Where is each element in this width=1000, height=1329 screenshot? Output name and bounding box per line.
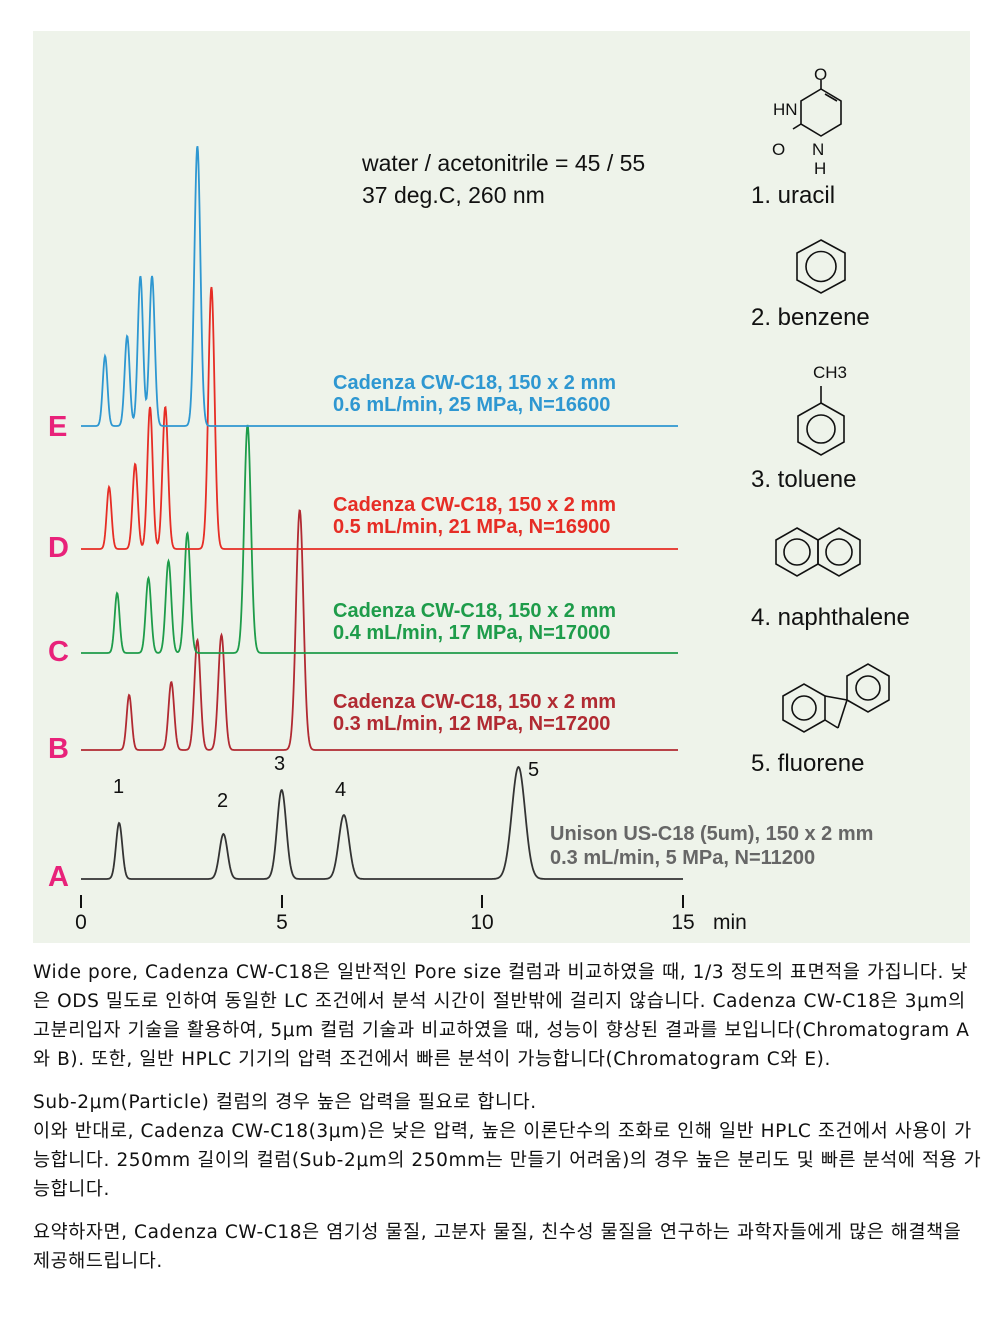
- compound-naphthalene-label: 4. naphthalene: [751, 604, 910, 631]
- trace-label-e: E: [48, 411, 67, 443]
- trace-c-line: [81, 424, 678, 654]
- trace-label-b: B: [48, 733, 69, 765]
- description-text: Wide pore, Cadenza CW-C18은 일반적인 Pore siz…: [33, 958, 983, 1290]
- x-tick-label-15: 15: [671, 911, 694, 934]
- x-tick-label-0: 0: [75, 911, 87, 934]
- peak-label-2: 2: [217, 790, 228, 812]
- description-paragraph-2a: Sub-2μm(Particle) 컬럼의 경우 높은 압력을 필요로 합니다.: [33, 1092, 537, 1113]
- chromatogram-svg: water / acetonitrile = 45 / 55 37 deg.C,…: [48, 65, 910, 934]
- trace-d-line: [81, 286, 678, 550]
- trace-a-line: [81, 765, 683, 880]
- description-paragraph-2b: 이와 반대로, Cadenza CW-C18(3μm)은 낮은 압력, 높은 이…: [33, 1121, 982, 1200]
- uracil-atom-o-top: O: [814, 65, 827, 84]
- compound-benzene-label: 2. benzene: [751, 304, 870, 331]
- trace-b-line: [81, 509, 678, 751]
- trace-b-column: Cadenza CW-C18, 150 x 2 mm: [333, 691, 616, 713]
- description-paragraph-1: Wide pore, Cadenza CW-C18은 일반적인 Pore siz…: [33, 962, 970, 1070]
- trace-e-line: [81, 145, 678, 427]
- trace-e-column: Cadenza CW-C18, 150 x 2 mm: [333, 372, 616, 394]
- x-axis-unit: min: [713, 911, 747, 934]
- compound-toluene-label: 3. toluene: [751, 466, 856, 493]
- toluene-methyl-group: CH3: [813, 363, 847, 382]
- trace-d-conditions: 0.5 mL/min, 21 MPa, N=16900: [333, 516, 610, 538]
- trace-b-conditions: 0.3 mL/min, 12 MPa, N=17200: [333, 713, 610, 735]
- conditions-line2: 37 deg.C, 260 nm: [362, 182, 545, 208]
- uracil-structure-icon: [792, 80, 842, 137]
- peak-label-1: 1: [113, 776, 124, 798]
- chromatogram-traces: [81, 145, 683, 880]
- description-paragraph-3: 요약하자면, Cadenza CW-C18은 염기성 물질, 고분자 물질, 친…: [33, 1222, 962, 1272]
- trace-d-column: Cadenza CW-C18, 150 x 2 mm: [333, 494, 616, 516]
- uracil-atom-hn: HN: [773, 100, 798, 119]
- trace-label-c: C: [48, 636, 69, 668]
- fluorene-structure-icon: [782, 663, 890, 733]
- trace-c-column: Cadenza CW-C18, 150 x 2 mm: [333, 600, 616, 622]
- uracil-atom-n: N: [812, 140, 824, 159]
- trace-e-conditions: 0.6 mL/min, 25 MPa, N=16600: [333, 394, 610, 416]
- conditions-line1: water / acetonitrile = 45 / 55: [361, 150, 645, 176]
- benzene-structure-icon: [796, 239, 846, 294]
- uracil-atom-o-bottom: O: [772, 140, 785, 159]
- peak-label-3: 3: [274, 753, 285, 775]
- x-tick-label-10: 10: [470, 911, 493, 934]
- toluene-structure-icon: [797, 386, 845, 456]
- peak-label-4: 4: [335, 779, 346, 801]
- chromatogram-figure: water / acetonitrile = 45 / 55 37 deg.C,…: [33, 31, 970, 943]
- trace-label-a: A: [48, 861, 69, 893]
- trace-a-column: Unison US-C18 (5um), 150 x 2 mm: [550, 823, 873, 845]
- trace-c-conditions: 0.4 mL/min, 17 MPa, N=17000: [333, 622, 610, 644]
- naphthalene-structure-icon: [775, 527, 861, 577]
- trace-label-d: D: [48, 532, 69, 564]
- peak-label-5: 5: [528, 759, 539, 781]
- uracil-atom-h: H: [814, 159, 826, 178]
- trace-a-conditions: 0.3 mL/min, 5 MPa, N=11200: [550, 847, 815, 869]
- compound-uracil-label: 1. uracil: [751, 182, 835, 209]
- compound-fluorene-label: 5. fluorene: [751, 750, 864, 777]
- x-tick-label-5: 5: [276, 911, 288, 934]
